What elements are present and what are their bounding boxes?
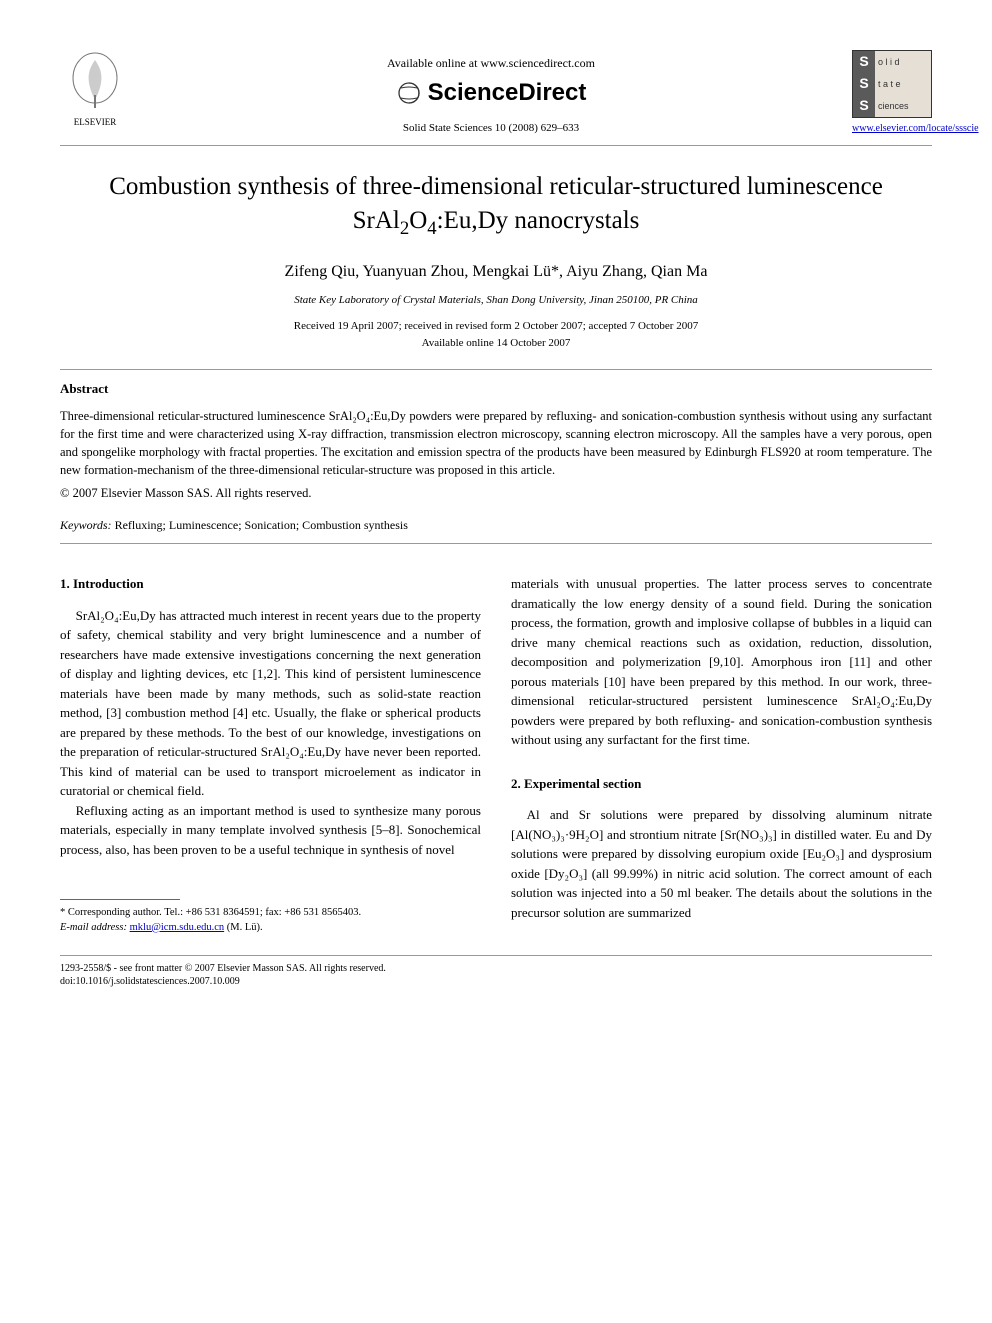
issn-line: 1293-2558/$ - see front matter © 2007 El… bbox=[60, 962, 932, 976]
article-title: Combustion synthesis of three-dimensiona… bbox=[60, 170, 932, 241]
sss-cell: S bbox=[853, 95, 875, 117]
elsevier-tree-icon: ELSEVIER bbox=[60, 50, 130, 130]
sss-cell: S bbox=[853, 73, 875, 95]
journal-homepage-link[interactable]: www.elsevier.com/locate/ssscie bbox=[852, 122, 932, 136]
sss-logo-box: S o l i d S t a t e S ciences bbox=[852, 50, 932, 118]
abstract-heading: Abstract bbox=[60, 380, 932, 398]
copyright-line: © 2007 Elsevier Masson SAS. All rights r… bbox=[60, 485, 932, 503]
author-list: Zifeng Qiu, Yuanyuan Zhou, Mengkai Lü*, … bbox=[60, 261, 932, 283]
bottom-rule bbox=[60, 955, 932, 956]
elsevier-label: ELSEVIER bbox=[74, 117, 117, 127]
keywords-line: Keywords: Refluxing; Luminescence; Sonic… bbox=[60, 517, 932, 534]
sss-cell: ciences bbox=[875, 95, 931, 117]
email-suffix: (M. Lü). bbox=[224, 922, 263, 933]
abstract-bottom-rule bbox=[60, 543, 932, 544]
sciencedirect-icon bbox=[396, 80, 422, 106]
header-row: ELSEVIER Available online at www.science… bbox=[60, 50, 932, 137]
section-1-para-2: Refluxing acting as an important method … bbox=[60, 801, 481, 860]
online-date: Available online 14 October 2007 bbox=[60, 336, 932, 351]
section-1-para-3: materials with unusual properties. The l… bbox=[511, 574, 932, 750]
keywords-values: Refluxing; Luminescence; Sonication; Com… bbox=[112, 518, 408, 532]
email-label: E-mail address: bbox=[60, 922, 127, 933]
email-link[interactable]: mklu@icm.sdu.edu.cn bbox=[130, 922, 225, 933]
center-header: Available online at www.sciencedirect.co… bbox=[130, 50, 852, 137]
footnote-rule bbox=[60, 899, 180, 900]
section-2-para-1: Al and Sr solutions were prepared by dis… bbox=[511, 805, 932, 922]
corresponding-author-footnote: * Corresponding author. Tel.: +86 531 83… bbox=[60, 906, 481, 920]
affiliation: State Key Laboratory of Crystal Material… bbox=[60, 293, 932, 308]
abstract-body: Three-dimensional reticular-structured l… bbox=[60, 407, 932, 480]
body-columns: 1. Introduction SrAl₂O₄:Eu,Dy has attrac… bbox=[60, 574, 932, 934]
right-column: materials with unusual properties. The l… bbox=[511, 574, 932, 934]
abstract-top-rule bbox=[60, 369, 932, 370]
science-direct-brand: ScienceDirect bbox=[130, 76, 852, 110]
title-sub: 4 bbox=[427, 218, 436, 239]
title-text: O bbox=[409, 207, 427, 234]
section-1-heading: 1. Introduction bbox=[60, 574, 481, 594]
section-2-heading: 2. Experimental section bbox=[511, 774, 932, 794]
sciencedirect-text: ScienceDirect bbox=[428, 76, 587, 110]
email-footnote: E-mail address: mklu@icm.sdu.edu.cn (M. … bbox=[60, 921, 481, 935]
available-online-text: Available online at www.sciencedirect.co… bbox=[130, 55, 852, 72]
left-column: 1. Introduction SrAl₂O₄:Eu,Dy has attrac… bbox=[60, 574, 481, 934]
title-sub: 2 bbox=[400, 218, 409, 239]
title-text: :Eu,Dy nanocrystals bbox=[437, 207, 640, 234]
keywords-label: Keywords: bbox=[60, 518, 112, 532]
manuscript-dates: Received 19 April 2007; received in revi… bbox=[60, 319, 932, 334]
header-rule bbox=[60, 145, 932, 146]
doi-line: doi:10.1016/j.solidstatesciences.2007.10… bbox=[60, 975, 932, 989]
section-1-para-1: SrAl₂O₄:Eu,Dy has attracted much interes… bbox=[60, 606, 481, 801]
journal-logo: S o l i d S t a t e S ciences www.elsevi… bbox=[852, 50, 932, 136]
sss-cell: S bbox=[853, 51, 875, 73]
sss-cell: t a t e bbox=[875, 73, 931, 95]
sss-cell: o l i d bbox=[875, 51, 931, 73]
journal-reference: Solid State Sciences 10 (2008) 629–633 bbox=[130, 121, 852, 136]
elsevier-logo: ELSEVIER bbox=[60, 50, 130, 130]
